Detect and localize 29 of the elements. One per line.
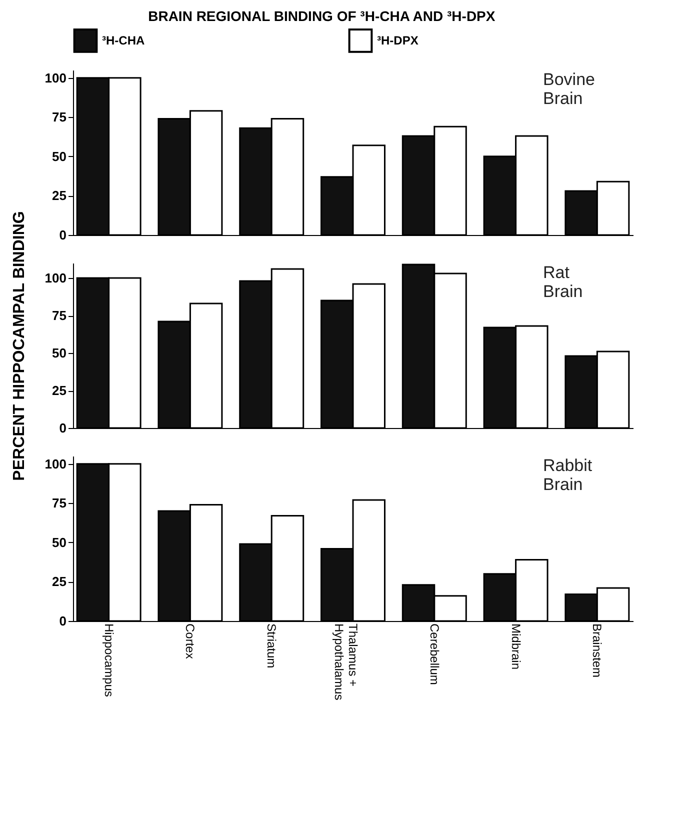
- legend-label: ³H-DPX: [377, 34, 418, 48]
- chart-title: BRAIN REGIONAL BINDING OF ³H-CHA AND ³H-DPX: [148, 8, 496, 24]
- y-tick-label: 50: [52, 534, 66, 550]
- x-tick-label: Thalamus + Hypothalamus: [332, 624, 360, 700]
- y-tick-label: 75: [52, 308, 66, 323]
- x-tick-label: Striatum: [264, 624, 279, 668]
- x-tick-label: Cortex: [183, 624, 198, 659]
- y-tick-label: 25: [52, 574, 66, 590]
- y-tick-label: 25: [52, 383, 66, 398]
- y-tick-label: 0: [59, 420, 66, 436]
- y-tick-label: 0: [59, 614, 66, 628]
- y-tick-label: 50: [52, 346, 66, 360]
- y-tick-label: 75: [52, 496, 66, 511]
- y-tick-label: 25: [52, 188, 66, 204]
- y-tick-label: 100: [44, 70, 66, 86]
- annotation: Rat Brain: [543, 263, 583, 301]
- y-tick-label: 75: [52, 110, 66, 125]
- legend-label: ³H-CHA: [102, 34, 145, 48]
- x-tick-label: Hippocampus: [102, 624, 116, 697]
- y-axis-title: PERCENT HIPPOCAMPAL BINDING: [10, 211, 28, 481]
- x-tick-label: Midbrain: [508, 624, 523, 670]
- x-tick-label: Brainstem: [590, 624, 604, 678]
- annotation: Rabbit Brain: [543, 456, 592, 494]
- y-tick-label: 50: [52, 148, 66, 164]
- y-tick-label: 100: [44, 270, 66, 286]
- x-tick-label: Cerebellum: [427, 624, 442, 685]
- y-tick-label: 100: [44, 456, 66, 472]
- y-tick-label: 0: [59, 228, 66, 242]
- annotation: Bovine Brain: [543, 70, 595, 108]
